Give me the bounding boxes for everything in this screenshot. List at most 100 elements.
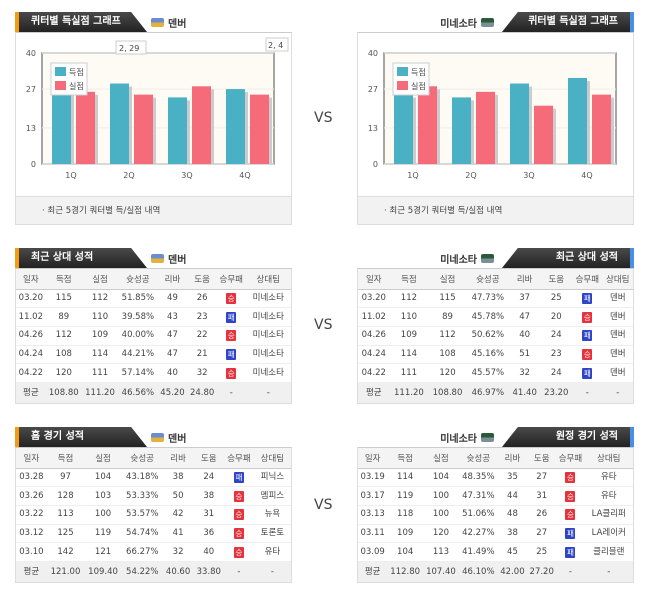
- cell: 27: [527, 524, 557, 544]
- column-header: 일자: [16, 269, 46, 290]
- avg-cell: 평균: [358, 561, 388, 583]
- cell: 41.49%: [458, 542, 498, 562]
- bar-scored[interactable]: [568, 77, 587, 164]
- cell: 43.18%: [121, 468, 163, 488]
- cell: 51: [508, 345, 541, 365]
- column-header: 승무패: [224, 448, 254, 469]
- cell: 24: [540, 363, 573, 383]
- vs-label: VS: [314, 497, 333, 513]
- cell: 50: [162, 486, 194, 506]
- table-row: 03.12 125 119 54.74% 41 36 승 토론토: [16, 524, 291, 544]
- bar-conceded[interactable]: [592, 94, 611, 164]
- chart-title-tab: 퀴터별 득실점 그래프: [502, 12, 634, 32]
- bar-conceded[interactable]: [192, 86, 211, 164]
- table-row: 03.13 118 100 51.06% 48 26 승 LA클리퍼: [358, 505, 633, 525]
- result-badge: 승: [565, 490, 576, 502]
- avg-cell: 46.97%: [466, 382, 509, 404]
- cell: 47: [157, 345, 188, 365]
- bar-conceded[interactable]: [134, 94, 153, 164]
- right-chart-panel: 퀴터별 득실점 그래프 미네소타 0 13 27 40 1Q 2Q 3Q 4Q 득점 실점 · 최…: [357, 12, 634, 225]
- bar-scored[interactable]: [110, 83, 129, 164]
- result-badge: 승: [226, 330, 237, 342]
- cell: 47: [508, 307, 541, 327]
- stats-table: 일자 득점 실점 슛성공 리바 도움 승무패 상대팀 03.28 97 104 43.18% 38 24 패…: [16, 448, 291, 583]
- legend-label: 득점: [69, 67, 84, 77]
- avg-cell: 24.80: [187, 382, 217, 404]
- cell: 미네소타: [245, 326, 291, 346]
- avg-cell: -: [253, 561, 291, 583]
- table-row: 04.24 108 114 44.21% 47 21 패 미네소타: [16, 345, 291, 365]
- column-header: 실점: [84, 448, 122, 469]
- bar-conceded[interactable]: [476, 91, 495, 164]
- cell: 108: [45, 345, 82, 365]
- bar-scored[interactable]: [52, 75, 71, 164]
- cell: 26: [187, 289, 217, 309]
- cell: 45.78%: [466, 307, 509, 327]
- cell: 39.58%: [118, 307, 158, 327]
- cell: 47: [157, 326, 188, 346]
- avg-cell: 107.40: [423, 561, 459, 583]
- cell: 112: [81, 289, 119, 309]
- x-tick-label: 1Q: [65, 171, 76, 180]
- average-row: 평균 111.20 108.80 46.97% 41.40 23.20- -: [358, 382, 633, 404]
- table-row: 03.28 97 104 43.18% 38 24 패 피닉스: [16, 468, 291, 488]
- cell: 49: [157, 289, 188, 309]
- recent-right-panel: 최근 상대 성적 미네소타 일자 득점 실점 슛성공 리바 도움 승무패 상대팀 03.20 112 1…: [357, 248, 634, 405]
- column-header: 도움: [187, 269, 217, 290]
- bar-scored[interactable]: [226, 89, 245, 164]
- cell: 120: [428, 363, 467, 383]
- cell: 유타: [253, 542, 291, 562]
- cell: 20: [540, 307, 573, 327]
- cell: 110: [389, 307, 429, 327]
- cell: 40.00%: [118, 326, 158, 346]
- avg-cell: 평균: [16, 561, 47, 583]
- chart-footer: · 최근 5경기 쿼터별 득/실점 내역: [16, 196, 291, 224]
- column-header: 리바: [162, 448, 194, 469]
- column-header: 실점: [81, 269, 119, 290]
- bar-scored[interactable]: [394, 94, 413, 164]
- bar-scored[interactable]: [452, 97, 471, 164]
- cell: 25: [527, 542, 557, 562]
- cell: 04.26: [16, 326, 46, 346]
- bar-conceded[interactable]: [250, 94, 269, 164]
- bar-scored[interactable]: [168, 97, 187, 164]
- cell: 덴버: [602, 289, 633, 309]
- cell: 142: [46, 542, 85, 562]
- result-badge: 승: [582, 348, 593, 360]
- result-badge: 패: [226, 348, 237, 360]
- cell: 112: [428, 326, 467, 346]
- table-row: 03.19 114 104 48.35% 35 27 승 유타: [358, 468, 633, 488]
- table-row: 03.17 119 100 47.31% 44 31 승 유타: [358, 486, 633, 506]
- column-header: 슛성공: [466, 269, 509, 290]
- cell: 45: [497, 542, 528, 562]
- cell: 미네소타: [245, 345, 291, 365]
- team-label: 미네소타: [440, 251, 494, 266]
- table-row: 04.22 111 120 45.57% 32 24 패 덴버: [358, 363, 633, 383]
- cell: 114: [81, 345, 119, 365]
- cell: 44.21%: [118, 345, 158, 365]
- bar-conceded[interactable]: [418, 86, 437, 164]
- avg-cell: 42.00: [497, 561, 528, 583]
- avg-cell: 108.80: [45, 382, 82, 404]
- cell: 115: [428, 289, 467, 309]
- x-tick-label: 4Q: [581, 171, 592, 180]
- cell: 26: [527, 505, 557, 525]
- cell: 115: [45, 289, 82, 309]
- bar-scored[interactable]: [510, 83, 529, 164]
- cell: 뉴욕: [253, 505, 291, 525]
- result-badge: 승: [233, 509, 244, 521]
- cell: 24: [193, 468, 225, 488]
- cell: 38: [193, 486, 225, 506]
- cell: 53.57%: [121, 505, 163, 525]
- bar-conceded[interactable]: [534, 105, 553, 164]
- chart-footer: · 최근 5경기 쿼터별 득/실점 내역: [358, 196, 633, 224]
- x-tick-label: 3Q: [181, 171, 192, 180]
- bar-conceded[interactable]: [76, 91, 95, 164]
- cell: 48.35%: [458, 468, 498, 488]
- cell: 03.11: [358, 524, 388, 544]
- recent-left-panel: 최근 상대 성적 덴버 일자 득점 실점 슛성공 리바 도움 승무패 상대팀 03.20 115 112…: [15, 248, 292, 405]
- cell: 미네소타: [245, 307, 291, 327]
- y-tick-label: 27: [368, 85, 378, 94]
